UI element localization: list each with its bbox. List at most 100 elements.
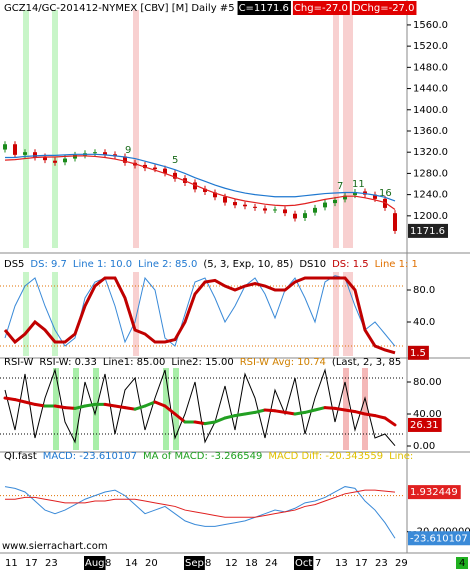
- value-label-bg: [408, 345, 429, 360]
- value-label-bg: [408, 417, 442, 432]
- line-segment: [3, 396, 17, 402]
- indicator-label: (5, 3, Exp, 10, 85): [203, 259, 293, 270]
- x-tick-label: 13: [335, 558, 348, 569]
- line: [3, 276, 396, 355]
- line-segment: [173, 412, 187, 424]
- candle: [263, 208, 267, 211]
- x-tick-label: 23: [45, 558, 58, 569]
- y-tick-label: 1200.0: [413, 211, 448, 222]
- candle: [233, 202, 237, 206]
- y-tick-label: 1560.0: [413, 20, 448, 31]
- y-tick-label: 1440.0: [413, 84, 448, 95]
- line: [4, 486, 396, 539]
- candle: [353, 191, 357, 196]
- annotation: 11: [352, 179, 365, 190]
- candle: [303, 213, 307, 218]
- x-tick-label: 18: [245, 558, 258, 569]
- y-tick-label: 1520.0: [413, 41, 448, 52]
- candle: [33, 152, 37, 158]
- line-segment: [263, 408, 277, 413]
- badge: 4: [459, 558, 465, 569]
- separators: [0, 0, 470, 554]
- candle: [43, 156, 47, 161]
- indicator-label: DS10: [299, 259, 326, 270]
- line: [4, 155, 396, 210]
- indicator-label: Line2: 15.00: [171, 357, 233, 368]
- candle: [283, 209, 287, 214]
- candle: [93, 152, 97, 154]
- y-tick-label: 40.00: [413, 409, 442, 420]
- line: [4, 368, 396, 447]
- candle: [393, 213, 397, 231]
- line-segment: [163, 404, 177, 416]
- value-label-bg: [408, 531, 470, 546]
- indicator-label: DS: 9.7: [30, 259, 67, 270]
- indicator-label: Line 1: 10.0: [73, 259, 132, 270]
- candle: [53, 160, 57, 163]
- annotation: 9: [125, 145, 131, 156]
- indicator-label: MA of MACD: -3.266549: [143, 451, 262, 462]
- value-label: -23.610107: [410, 533, 468, 544]
- value-label: 1.932449: [410, 487, 458, 498]
- candle: [63, 158, 67, 163]
- value-label: 1.5: [410, 348, 426, 359]
- candle: [333, 199, 337, 204]
- watermark: www.sierrachart.com: [2, 541, 108, 552]
- x-tick-label: 8: [105, 558, 111, 569]
- candle: [243, 204, 247, 207]
- header-bg: [351, 1, 417, 15]
- line-segment: [53, 404, 67, 410]
- line-segment: [323, 406, 337, 410]
- value-label-bg: [408, 223, 448, 238]
- candle: [313, 207, 317, 213]
- indicator-label: RSI-W Avg: 10.74: [240, 357, 326, 368]
- indicator-label: (Last, 2, 3, 85: [332, 357, 401, 368]
- candle: [223, 196, 227, 203]
- header-bg: [292, 1, 350, 15]
- line-segment: [113, 404, 127, 410]
- line-segment: [223, 414, 237, 420]
- line: [5, 153, 396, 202]
- indicator-label: DS: 1.5: [332, 259, 369, 270]
- indicator-label: Line1: 85.00: [103, 357, 165, 368]
- x-tick-label: 11: [5, 558, 18, 569]
- x-tick-label: 29: [395, 558, 408, 569]
- x-tick-label: 17: [25, 558, 38, 569]
- month-bg: [294, 556, 314, 570]
- annotation: 16: [379, 188, 392, 199]
- candle: [293, 213, 297, 219]
- y-tick-label: 1480.0: [413, 62, 448, 73]
- line-segment: [353, 410, 367, 416]
- indicator-label: Line:: [389, 451, 413, 462]
- candle: [343, 195, 347, 200]
- annotation: 7: [337, 181, 343, 192]
- x-tick-label: 12: [225, 558, 238, 569]
- line-segment: [33, 402, 47, 408]
- line-segment: [253, 408, 267, 414]
- x-tick-label: 17: [355, 558, 368, 569]
- y-tick-label: 1360.0: [413, 126, 448, 137]
- line-segment: [63, 406, 77, 410]
- candle: [373, 194, 377, 199]
- month-bg: [184, 556, 205, 570]
- indicator-label: MACD Diff: -20.343559: [268, 451, 383, 462]
- candle: [193, 182, 197, 190]
- candle: [23, 152, 27, 155]
- y-tick-label: 0.00: [413, 441, 435, 452]
- indicator-label: DS5: [4, 259, 24, 270]
- indicator-label: MACD: -23.610107: [43, 451, 137, 462]
- header-value: DChg=-27.0: [353, 3, 415, 14]
- candle: [103, 152, 107, 155]
- line-segment: [73, 404, 87, 410]
- y-tick-label: 80.0: [413, 285, 435, 296]
- x-tick-label: Aug: [85, 558, 105, 569]
- indicator-label: Line 2: 85.0: [138, 259, 197, 270]
- line-segment: [373, 414, 387, 420]
- indicator-label: QI.fast: [4, 451, 37, 462]
- candle: [123, 156, 127, 163]
- line-segment: [123, 406, 137, 411]
- x-tick-label: Sep: [185, 558, 204, 569]
- y-tick-label: 1320.0: [413, 147, 448, 158]
- line: [5, 489, 396, 518]
